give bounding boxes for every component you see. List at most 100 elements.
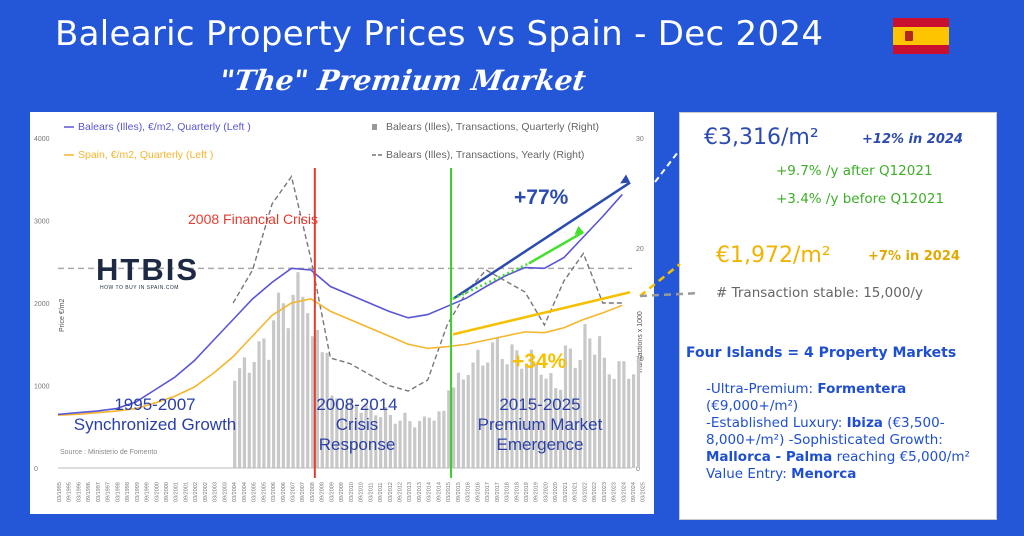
balears-change: +12% in 2024	[862, 132, 963, 147]
transactions-bar	[442, 410, 446, 468]
transactions-bar	[578, 359, 582, 468]
x-tick-label: 03/2013	[407, 482, 413, 502]
x-tick-label: 03/2001	[174, 482, 180, 502]
y-tick-left: 4000	[34, 136, 50, 143]
transactions-bar	[242, 357, 247, 468]
transactions-note: # Transaction stable: 15,000/y	[716, 285, 923, 301]
transactions-bar	[466, 374, 470, 468]
transactions-bar	[554, 388, 558, 468]
transactions-bar	[257, 341, 261, 468]
spain-flag-icon	[893, 18, 949, 54]
page-title: Balearic Property Prices vs Spain - Dec …	[55, 14, 824, 54]
phase-label-line: 2008-2014	[316, 395, 397, 414]
x-tick-label: 03/1996	[76, 482, 82, 502]
x-tick-label: 03/2017	[485, 482, 491, 502]
x-tick-label: 09/2002	[203, 482, 209, 502]
transactions-bar	[413, 427, 417, 468]
transactions-bar	[583, 324, 587, 468]
x-tick-label: 03/1995	[57, 482, 63, 502]
x-tick-label: 03/2004	[232, 482, 238, 502]
logo-text: HTBIS	[96, 252, 199, 287]
transactions-bar	[320, 352, 324, 468]
transactions-bar	[374, 415, 378, 468]
x-tick-label: 09/2007	[300, 482, 306, 502]
transactions-bar	[549, 373, 553, 468]
arrow-green	[528, 230, 584, 265]
legend-entry: Balears (Illes), Transactions, Quarterly…	[386, 121, 599, 133]
transactions-bar	[563, 345, 568, 468]
transactions-bar	[349, 397, 354, 468]
transactions-bar	[432, 420, 436, 468]
transactions-bar	[408, 421, 412, 468]
series-spain	[57, 298, 623, 416]
transactions-bar	[383, 407, 388, 468]
transactions-bar	[515, 350, 519, 468]
transactions-bar	[247, 372, 251, 468]
x-tick-label: 09/1998	[125, 482, 131, 502]
x-tick-label: 09/2006	[281, 482, 287, 502]
transactions-bar	[233, 380, 237, 468]
x-tick-label: 03/2015	[446, 482, 452, 502]
transactions-bar	[602, 357, 607, 468]
x-tick-label: 09/2001	[183, 482, 189, 502]
transactions-bar	[500, 359, 504, 468]
transactions-bar	[335, 398, 339, 468]
transactions-bar	[388, 414, 392, 468]
x-tick-label: 09/1997	[106, 482, 112, 502]
phase-label-line: Synchronized Growth	[74, 415, 237, 434]
transactions-bar	[607, 374, 611, 468]
x-tick-label: 09/2014	[436, 482, 442, 502]
phase-label-line: 2015-2025	[499, 395, 580, 414]
transactions-bar	[340, 409, 344, 468]
phase-label-line: 1995-2007	[114, 395, 195, 414]
balears-price: €3,316/m²	[704, 125, 819, 150]
transactions-bar	[573, 367, 577, 468]
transactions-bar	[471, 362, 475, 468]
transactions-bar	[481, 365, 485, 468]
island-line: Value Entry: Menorca	[706, 466, 857, 482]
transactions-bar	[627, 378, 631, 468]
x-tick-label: 09/2024	[631, 482, 637, 502]
y-axis-label-left: Price €/m2	[59, 298, 66, 332]
x-tick-label: 09/2010	[359, 482, 365, 502]
x-tick-label: 03/2008	[310, 482, 316, 502]
x-tick-label: 09/2008	[320, 482, 326, 502]
x-tick-label: 03/2025	[641, 482, 647, 502]
phase-label: 2008-2014 Crisis Response	[316, 395, 397, 454]
transactions-bar	[315, 329, 320, 468]
page-subtitle: "The" Premium Market	[217, 64, 588, 97]
transactions-bar	[588, 338, 592, 468]
transactions-bar	[291, 294, 295, 468]
phase-label-line: Crisis	[336, 415, 379, 434]
y-tick-right: 0	[636, 466, 640, 473]
transactions-bar	[437, 411, 441, 468]
transactions-bar	[272, 320, 276, 468]
transactions-bar	[310, 336, 315, 468]
x-tick-label: 03/1999	[135, 482, 141, 502]
spain-change: +7% in 2024	[868, 249, 960, 264]
before-q1-2021: +3.4% /y before Q12021	[776, 191, 945, 207]
x-tick-label: 03/2021	[563, 482, 569, 502]
x-tick-label: 09/1999	[145, 482, 151, 502]
transactions-bar	[325, 352, 329, 468]
transactions-bar	[252, 362, 256, 468]
transactions-bar	[286, 328, 290, 468]
legend-entry: Spain, €/m2, Quarterly (Left )	[78, 149, 213, 161]
transactions-bar	[495, 337, 499, 468]
crisis-label: 2008 Financial Crisis	[188, 211, 318, 227]
transactions-bar	[267, 359, 271, 468]
y-tick-left: 1000	[34, 384, 50, 391]
transactions-bar	[262, 338, 266, 468]
transactions-bar	[617, 361, 621, 468]
islands-list: -Ultra-Premium: Formentera (€9,000+/m²) …	[706, 381, 990, 483]
y-tick-right: 30	[636, 136, 644, 143]
x-tick-label: 03/2003	[213, 482, 219, 502]
transactions-bar	[398, 420, 402, 468]
transactions-bar	[622, 361, 626, 468]
transactions-bar	[476, 349, 480, 468]
transactions-bar	[296, 272, 300, 468]
spain-price: €1,972/m²	[716, 243, 831, 268]
arrow-green-dotted	[452, 262, 530, 301]
x-tick-label: 03/2023	[602, 482, 608, 502]
transactions-bar	[417, 421, 422, 468]
